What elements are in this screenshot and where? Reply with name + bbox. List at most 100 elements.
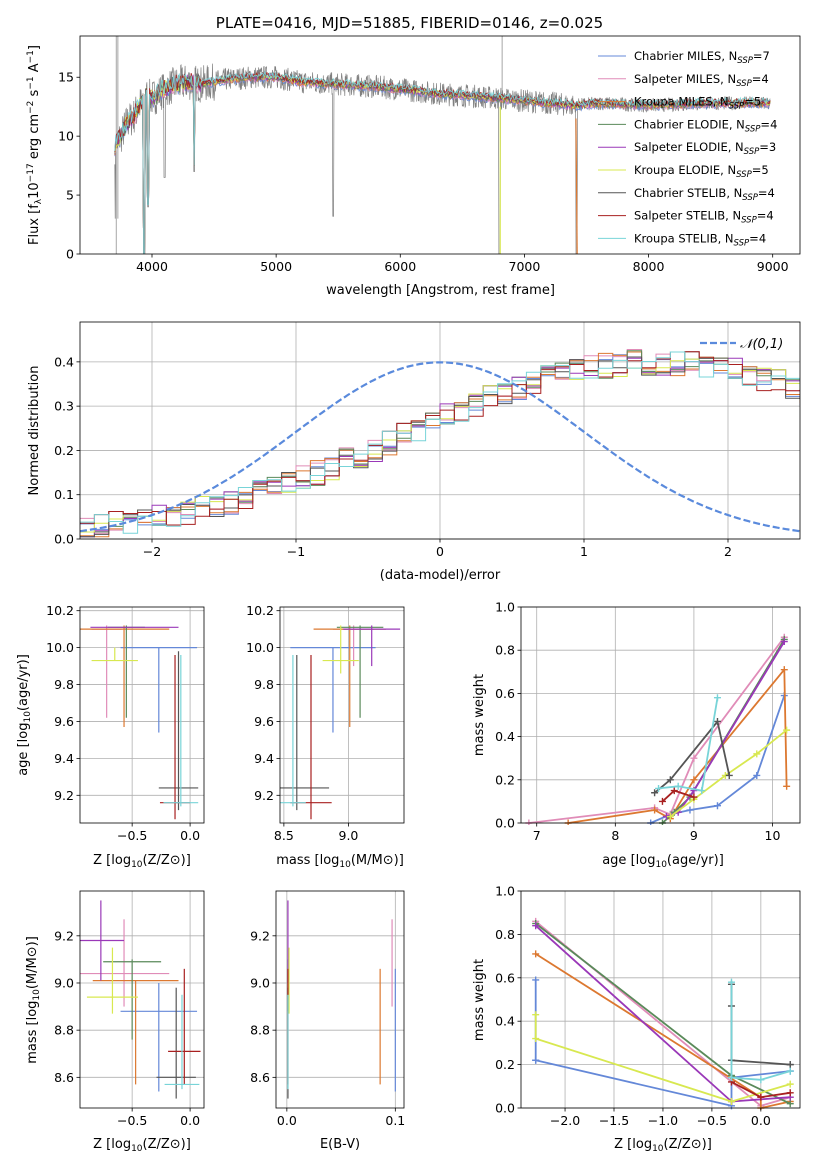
spectrum-ylabel-part-1: λ xyxy=(34,198,44,204)
panel-4-ytick-label-5: 1.0 xyxy=(495,600,515,615)
histogram-xlabel: (data-model)/error xyxy=(380,568,501,583)
panel-4-ylabel: mass weight xyxy=(472,674,487,756)
spectrum-legend-comma-1: , N xyxy=(720,72,736,86)
panel-5-ytick-label-1: 8.8 xyxy=(54,1023,74,1038)
panel-6-errorbars xyxy=(287,900,396,1099)
panel-7-line-8 xyxy=(730,982,791,1081)
spectrum-legend-eq-7: = xyxy=(757,209,767,223)
panel-4-xlabel-text2: (age/yr)] xyxy=(667,853,724,868)
panel-4-xlabel: age [log10(age/yr)] xyxy=(602,853,724,870)
panel-7-xtick-label-2: −1.0 xyxy=(648,1113,678,1128)
panel-4-marker-6-3 xyxy=(725,771,733,779)
panel-0-ytick-label-3: 15 xyxy=(58,70,74,85)
panel-4-marker-7-2 xyxy=(690,793,698,801)
panel-6-xtick-label-0: 0.0 xyxy=(277,1113,297,1128)
panel-6-ytick-label-1: 8.8 xyxy=(250,1023,270,1038)
panel-4-line-3 xyxy=(661,638,786,824)
panel-2-xlabel-text: Z [log xyxy=(93,853,131,868)
panel-4-marker-2-1 xyxy=(651,806,659,814)
spectrum-legend-sub-0: SSP xyxy=(737,56,753,66)
panel-7-series xyxy=(532,917,794,1110)
spectrum-legend-sub-6: SSP xyxy=(742,193,758,203)
panel-5-frame xyxy=(79,890,205,1109)
histogram-step-4 xyxy=(80,357,800,538)
panel-7-ytick-label-4: 0.8 xyxy=(495,927,515,942)
panel-1-ytick-label-3: 0.3 xyxy=(54,399,74,414)
panel-5-ylabel-text: mass [log xyxy=(25,1001,40,1064)
spectrum-ylabel-part-3: −17 xyxy=(26,163,36,182)
panel-7-marker-6-4 xyxy=(786,1061,794,1069)
spectrum-model-8 xyxy=(114,70,771,254)
spectrum-legend-name-1: Salpeter MILES xyxy=(634,72,720,86)
spectrum-ylabel-part-0: Flux [f xyxy=(27,204,42,245)
spectrum-legend-sub-1: SSP xyxy=(736,79,752,89)
panel-1-ytick-label-2: 0.2 xyxy=(54,443,74,458)
spectrum-legend-entry-5: Kroupa ELODIE, NSSP=5 xyxy=(634,163,769,180)
panel-2-xtick-label-1: 0.0 xyxy=(180,828,200,843)
panel-4-marker-5-4 xyxy=(783,726,791,734)
panel-5-ylabel-text2: (M/M⊙)] xyxy=(25,936,40,989)
panel-1-ytick-label-0: 0.0 xyxy=(54,532,74,547)
panel-3-xtick-label-0: 8.5 xyxy=(274,828,294,843)
spectrum-legend-comma-3: , N xyxy=(729,117,745,131)
spectrum-legend-sub-5: SSP xyxy=(736,170,752,180)
spectrum-legend-entry-7: Salpeter STELIB, NSSP=4 xyxy=(634,209,774,226)
spectrum-legend-entry-3: Chabrier ELODIE, NSSP=4 xyxy=(634,117,777,134)
panel-5-ytick-label-0: 8.6 xyxy=(54,1070,74,1085)
panel-7-ytick-label-0: 0.0 xyxy=(495,1101,515,1116)
panel-1-ytick-label-1: 0.1 xyxy=(54,487,74,502)
panel-3-xtick-label-1: 9.0 xyxy=(339,828,359,843)
spectrum-legend-entry-6: Chabrier STELIB, NSSP=4 xyxy=(634,186,775,203)
panel-7-marker-5-0 xyxy=(532,1011,540,1019)
panel-3-xlabel-sub: 10 xyxy=(339,860,351,870)
panel-3-ytick-label-5: 10.2 xyxy=(246,603,274,618)
panel-2-errorbars xyxy=(80,625,199,820)
spectrum-legend-comma-6: , N xyxy=(726,186,742,200)
histogram-legend-label: 𝒩(0,1) xyxy=(740,337,783,352)
spectrum-legend-comma-4: , N xyxy=(728,140,744,154)
panel-2-ytick-label-4: 10.0 xyxy=(46,640,74,655)
panel-7-ytick-label-2: 0.4 xyxy=(495,1014,515,1029)
panel-4-xtick-label-0: 7 xyxy=(533,828,541,843)
spectrum-legend-sub-8: SSP xyxy=(734,238,750,248)
spectrum-legend-comma-7: , N xyxy=(725,209,741,223)
panel-4-marker-8-0 xyxy=(655,784,663,792)
panel-7-marker-8-3 xyxy=(786,1067,794,1075)
panel-4-gridlines xyxy=(521,606,800,824)
panel-3-xlabel: mass [log10(M/M⊙)] xyxy=(276,853,404,870)
spectrum-legend-sub-2: SSP xyxy=(729,102,745,112)
spectrum-xlabel: wavelength [Angstrom, rest frame] xyxy=(326,283,555,298)
panel-1-xtick-label-2: 0 xyxy=(436,544,444,559)
panel-4-marker-0-3 xyxy=(713,802,721,810)
panel-4-marker-6-2 xyxy=(713,717,721,725)
panel-4-marker-6-1 xyxy=(666,776,674,784)
spectrum-legend-entry-0: Chabrier MILES, NSSP=7 xyxy=(634,49,770,66)
spectrum-legend-n-2: 5 xyxy=(754,95,761,109)
panel-0-xtick-label-2: 6000 xyxy=(384,259,416,274)
panel-7-xlabel-text: Z [log xyxy=(614,1137,652,1152)
panel-3-ytick-label-0: 9.2 xyxy=(254,788,274,803)
panel-0-xtick-label-4: 8000 xyxy=(633,259,665,274)
panel-2-xlabel-sub: 10 xyxy=(131,860,143,870)
panel-7-marker-7-2 xyxy=(786,1089,794,1097)
spectrum-legend-name-4: Salpeter ELODIE xyxy=(634,140,728,154)
panel-3-xlabel-text: mass [log xyxy=(276,853,339,868)
panel-7-marker-2-0 xyxy=(532,950,540,958)
panel-7-marker-0-2 xyxy=(532,1056,540,1064)
panel-4-marker-7-0 xyxy=(658,797,666,805)
panel-1-ytick-label-4: 0.4 xyxy=(54,354,74,369)
panel-5-xlabel-text: Z [log xyxy=(93,1137,131,1152)
panel-0-frame xyxy=(79,35,801,255)
panel-5-xlabel-sub: 10 xyxy=(131,1144,143,1154)
panel-5-ytick-label-3: 9.2 xyxy=(54,928,74,943)
spectrum-legend-entry-8: Kroupa STELIB, NSSP=4 xyxy=(634,231,766,248)
histogram-step-8 xyxy=(80,351,800,534)
histogram-ylabel: Normed distribution xyxy=(27,366,42,496)
panel-2-ytick-label-0: 9.2 xyxy=(54,788,74,803)
panel-2-ytick-label-2: 9.6 xyxy=(54,714,74,729)
spectrum-legend-n-6: 4 xyxy=(768,186,775,200)
spectrum-legend-eq-3: = xyxy=(760,117,770,131)
spectrum-legend-name-2: Kroupa MILES xyxy=(634,95,713,109)
panel-4-xtick-label-1: 8 xyxy=(611,828,619,843)
panel-7-marker-8-2 xyxy=(757,1076,765,1084)
